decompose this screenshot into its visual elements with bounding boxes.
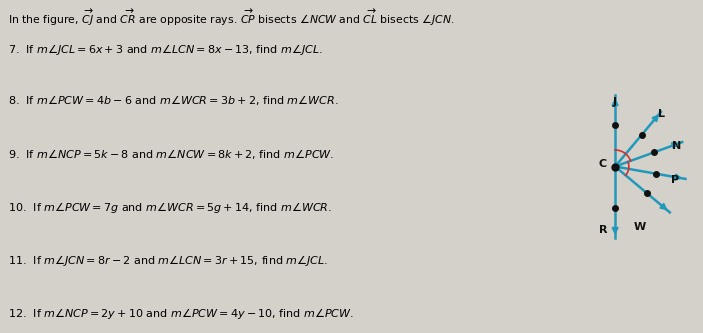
Text: L: L [658, 109, 665, 119]
Text: 9.  If $m\angle NCP = 5k - 8$ and $m\angle NCW = 8k + 2$, find $m\angle PCW$.: 9. If $m\angle NCP = 5k - 8$ and $m\angl… [8, 147, 335, 161]
Text: 7.  If $m\angle JCL = 6x + 3$ and $m\angle LCN = 8x - 13$, find $m\angle JCL$.: 7. If $m\angle JCL = 6x + 3$ and $m\angl… [8, 42, 323, 57]
Text: J: J [613, 97, 617, 107]
Text: 8.  If $m\angle PCW = 4b - 6$ and $m\angle WCR = 3b + 2$, find $m\angle WCR$.: 8. If $m\angle PCW = 4b - 6$ and $m\angl… [8, 93, 339, 107]
Text: 12.  If $m\angle NCP = 2y + 10$ and $m\angle PCW = 4y - 10$, find $m\angle PCW$.: 12. If $m\angle NCP = 2y + 10$ and $m\an… [8, 306, 354, 321]
Text: R: R [599, 225, 607, 235]
Text: 10.  If $m\angle PCW = 7g$ and $m\angle WCR = 5g + 14$, find $m\angle WCR$.: 10. If $m\angle PCW = 7g$ and $m\angle W… [8, 200, 332, 215]
Text: In the figure, $\overrightarrow{CJ}$ and $\overrightarrow{CR}$ are opposite rays: In the figure, $\overrightarrow{CJ}$ and… [8, 8, 455, 28]
Text: W: W [633, 222, 646, 232]
Text: N: N [672, 141, 681, 151]
Text: P: P [671, 175, 680, 185]
Text: 11.  If $m\angle JCN = 8r - 2$ and $m\angle LCN = 3r + 15$, find $m\angle JCL$.: 11. If $m\angle JCN = 8r - 2$ and $m\ang… [8, 253, 328, 268]
Text: C: C [599, 159, 607, 169]
